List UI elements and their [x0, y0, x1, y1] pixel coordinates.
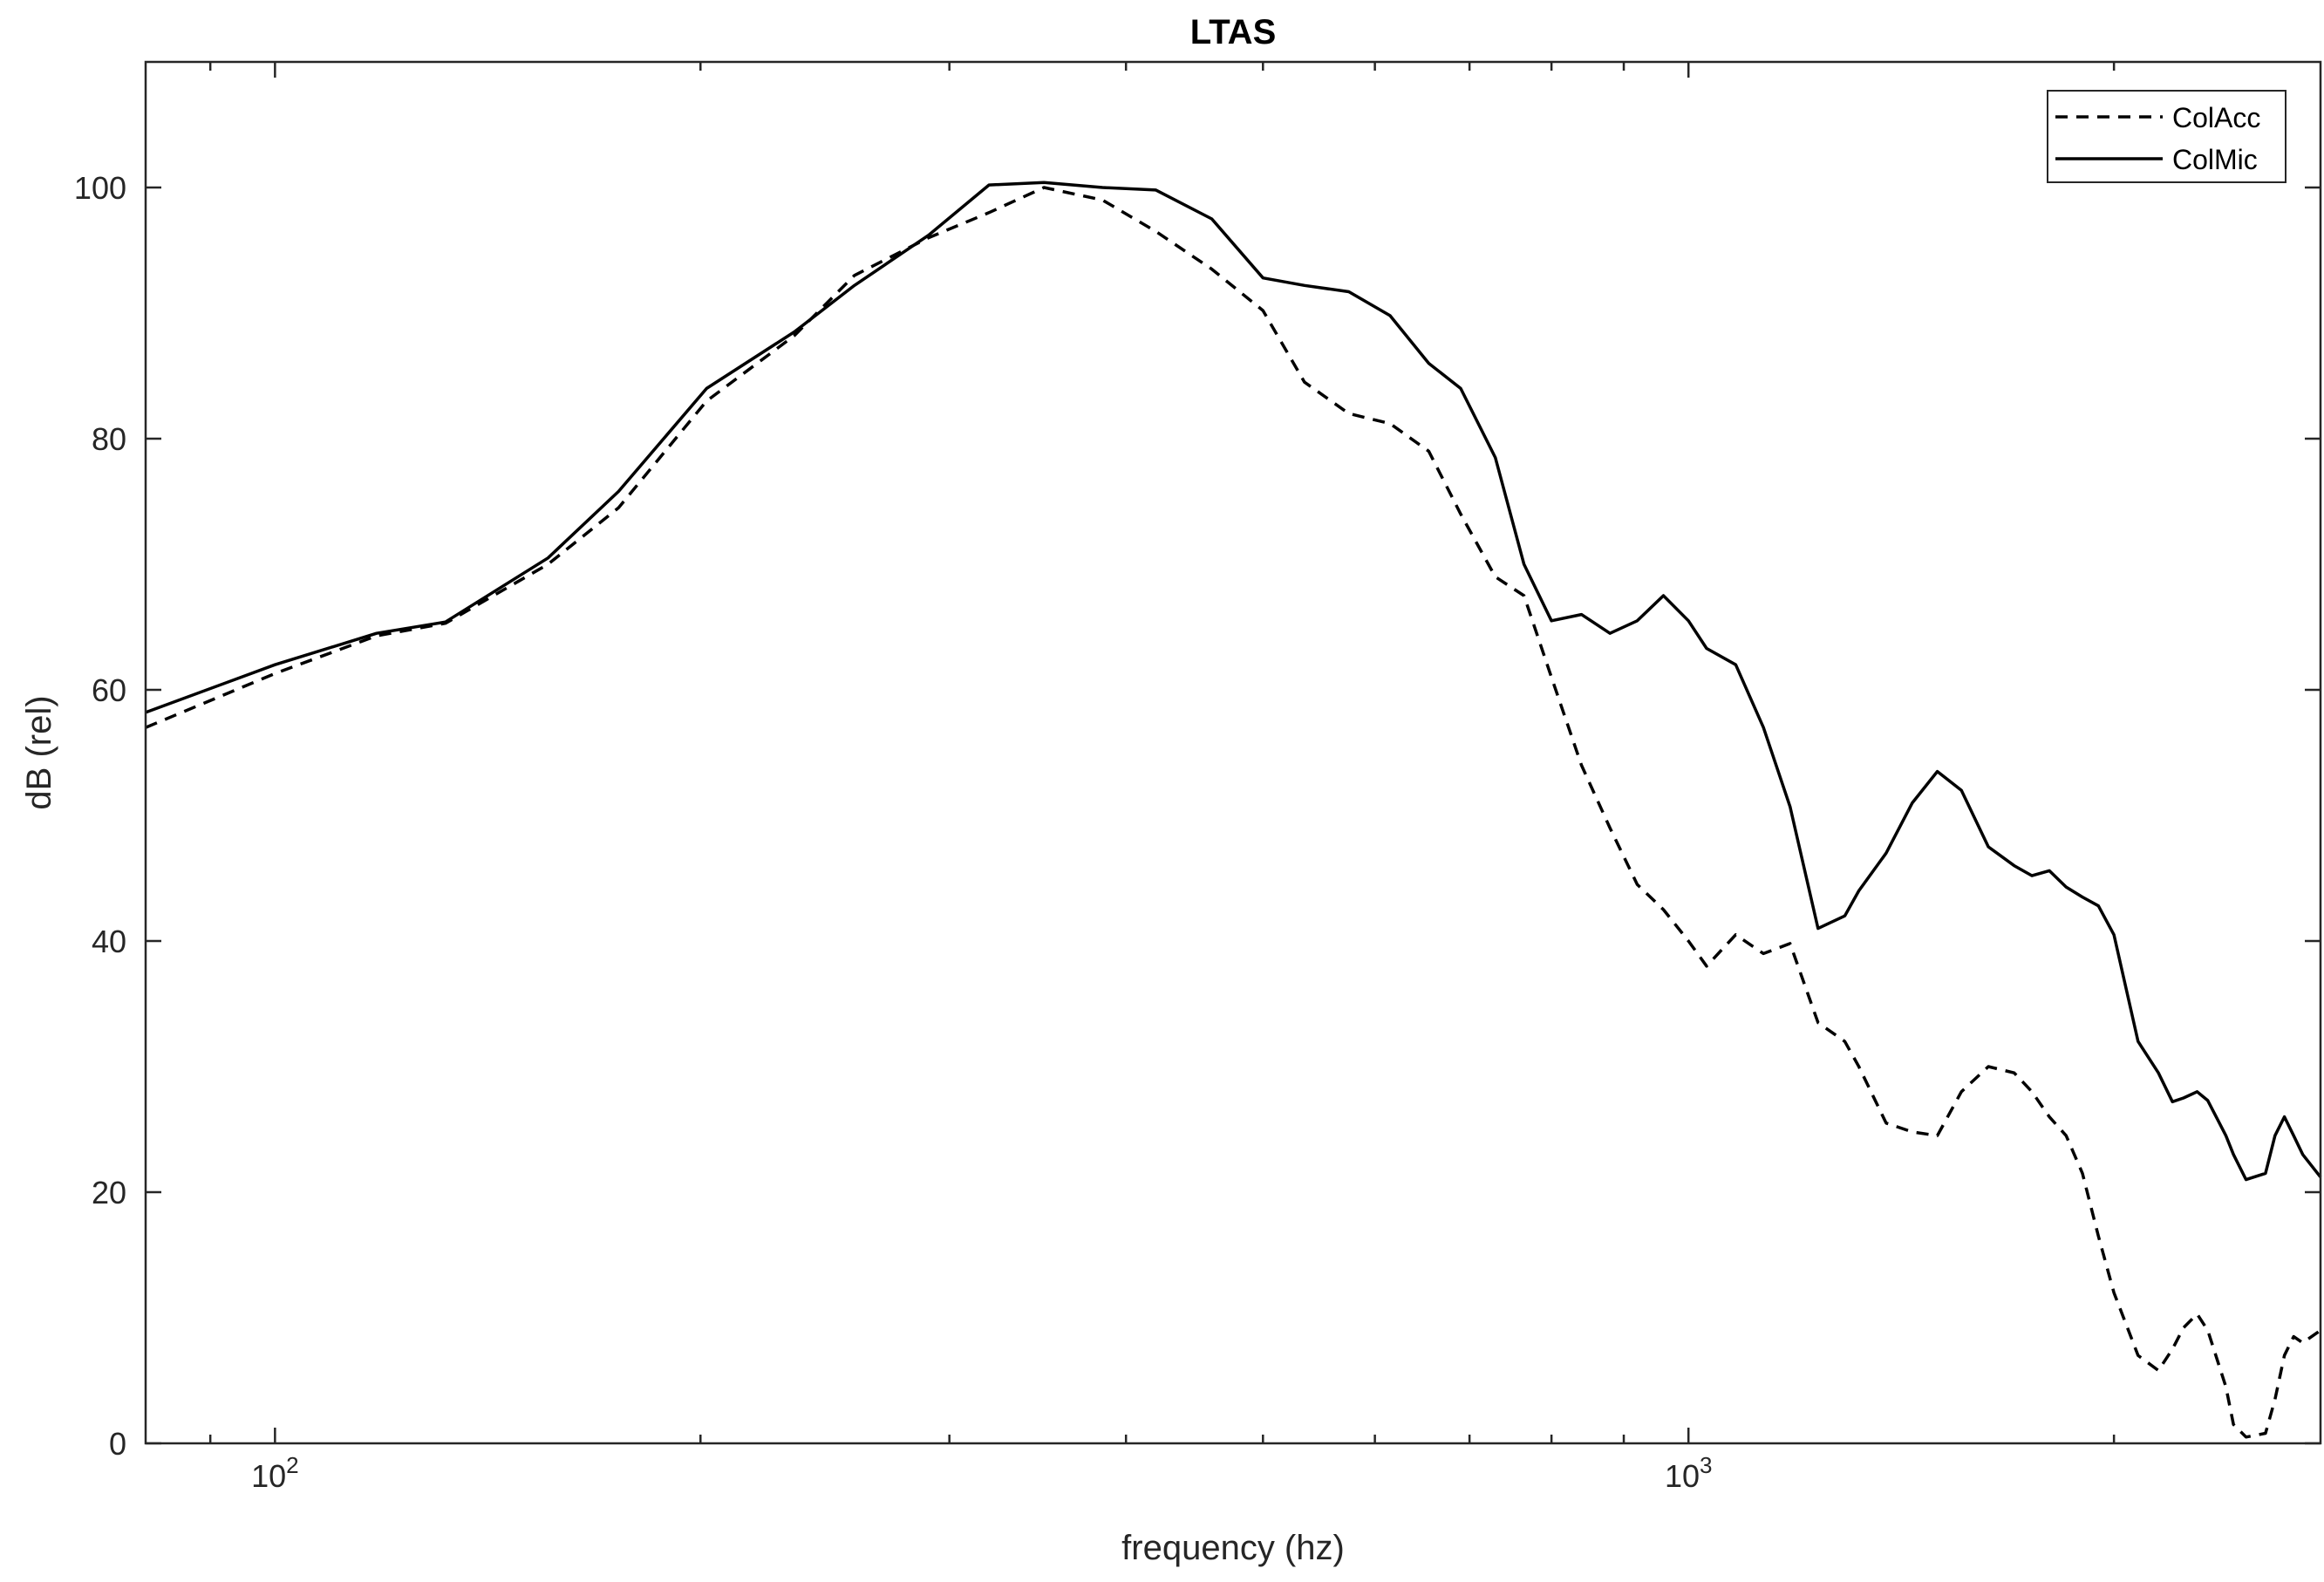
x-axis-label: frequency (hz): [1121, 1529, 1345, 1567]
x-tick-label: 103: [1665, 1452, 1713, 1494]
y-axis-label: dB (rel): [20, 695, 58, 809]
axes-box: [144, 60, 2322, 1445]
legend-label-colmic: ColMic: [2172, 144, 2258, 175]
legend: ColAcc ColMic: [2047, 90, 2287, 183]
chart-title: LTAS: [1190, 13, 1277, 51]
ticks-layer: 102 103 0 20 40 60 80 100: [74, 62, 2321, 1494]
plot-area: [146, 62, 2321, 1443]
series-line-colacc: [145, 186, 2322, 1439]
y-tick-label: 100: [74, 170, 126, 206]
y-tick-label: 60: [92, 672, 126, 708]
y-tick-label: 0: [109, 1426, 126, 1462]
legend-box: [2047, 90, 2287, 183]
legend-label-colacc: ColAcc: [2172, 102, 2260, 133]
x-tick-label: 102: [251, 1452, 299, 1494]
series-line-colmic: [145, 181, 2322, 1182]
y-tick-label: 40: [92, 924, 126, 959]
y-tick-label: 20: [92, 1175, 126, 1210]
series-layer: [145, 181, 2322, 1439]
y-tick-label: 80: [92, 421, 126, 457]
